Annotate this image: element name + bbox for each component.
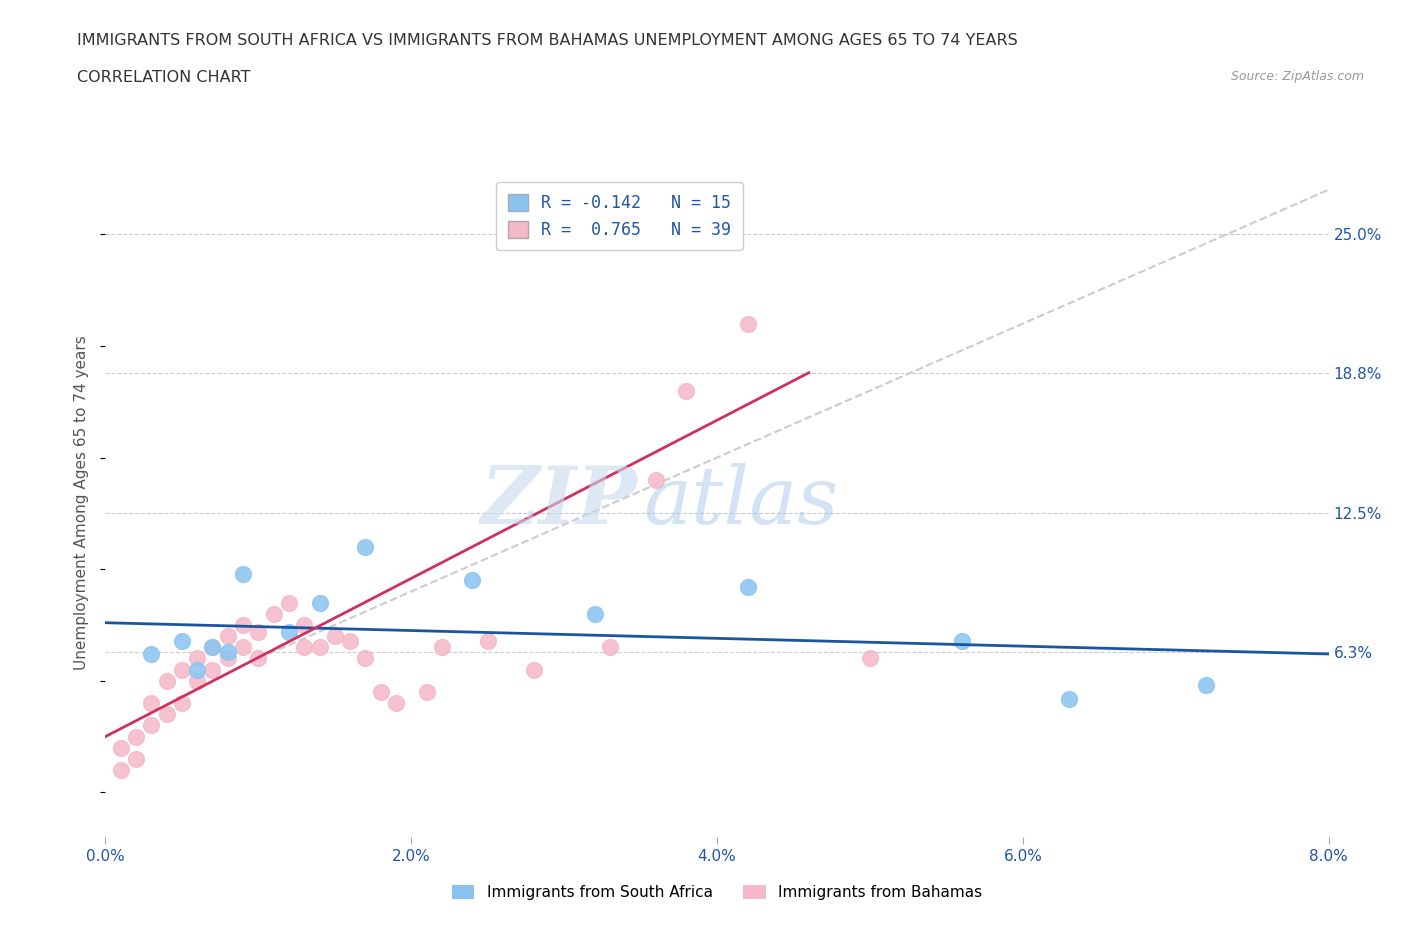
Point (156, 707, 179, 722)
Point (354, 539, 377, 554)
Text: IMMIGRANTS FROM SOUTH AFRICA VS IMMIGRANTS FROM BAHAMAS UNEMPLOYMENT AMONG AGES : IMMIGRANTS FROM SOUTH AFRICA VS IMMIGRAN… (77, 33, 1018, 47)
Point (415, 684, 437, 699)
Point (217, 629, 239, 644)
Point (292, 618, 315, 632)
Point (232, 566, 254, 581)
Point (737, 316, 759, 331)
Point (110, 740, 132, 755)
Point (599, 640, 621, 655)
Point (1057, 691, 1080, 706)
Point (217, 651, 239, 666)
Y-axis label: Unemployment Among Ages 65 to 74 years: Unemployment Among Ages 65 to 74 years (75, 335, 90, 670)
Point (477, 633, 499, 648)
Point (232, 618, 254, 632)
Point (461, 573, 484, 588)
Point (308, 595, 330, 610)
Point (278, 595, 301, 610)
Point (125, 751, 148, 766)
Point (247, 624, 270, 639)
Point (583, 606, 606, 621)
Point (385, 696, 408, 711)
Text: atlas: atlas (644, 463, 839, 541)
Point (170, 662, 193, 677)
Point (370, 684, 392, 699)
Point (430, 640, 453, 655)
Point (950, 633, 973, 648)
Point (217, 644, 239, 659)
Point (247, 651, 270, 666)
Point (156, 673, 179, 688)
Point (644, 472, 666, 487)
Point (141, 696, 163, 711)
Point (232, 640, 254, 655)
Point (141, 718, 163, 733)
Point (737, 579, 759, 594)
Point (201, 640, 224, 655)
Point (125, 729, 148, 744)
Point (110, 763, 132, 777)
Point (186, 673, 208, 688)
Point (201, 640, 224, 655)
Point (323, 629, 346, 644)
Point (308, 640, 330, 655)
Point (170, 633, 193, 648)
Point (186, 662, 208, 677)
Point (141, 646, 163, 661)
Point (186, 651, 208, 666)
Point (354, 651, 377, 666)
Point (263, 606, 285, 621)
Text: CORRELATION CHART: CORRELATION CHART (77, 70, 250, 85)
Point (201, 662, 224, 677)
Point (170, 696, 193, 711)
Text: Source: ZipAtlas.com: Source: ZipAtlas.com (1230, 70, 1364, 83)
Point (339, 633, 361, 648)
Point (292, 640, 315, 655)
Text: ZIP: ZIP (481, 463, 637, 541)
Legend: Immigrants from South Africa, Immigrants from Bahamas: Immigrants from South Africa, Immigrants… (446, 879, 988, 907)
Point (675, 383, 697, 398)
Point (1195, 678, 1218, 693)
Point (523, 662, 546, 677)
Point (859, 651, 882, 666)
Point (278, 624, 301, 639)
